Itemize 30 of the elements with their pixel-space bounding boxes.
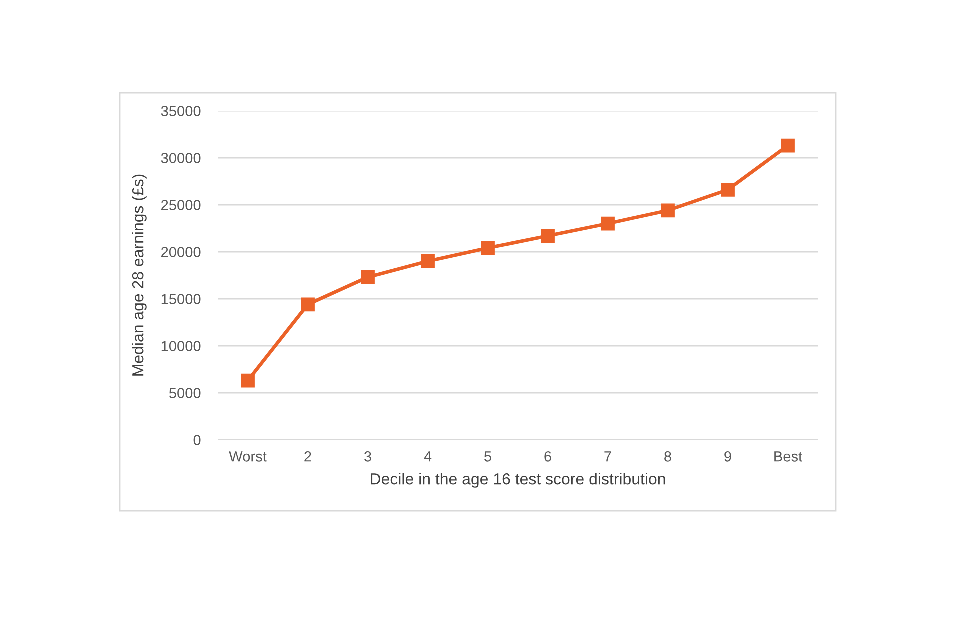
point: [601, 216, 615, 231]
x-axis-title: Decile in the age 16 test score distribution: [371, 473, 666, 488]
y-tick-label: 30000: [161, 153, 201, 164]
y-tick-label: 15000: [162, 294, 201, 304]
point: [541, 229, 555, 243]
y-tick-label: 10000: [162, 341, 201, 352]
point: [721, 183, 735, 197]
x-tick-label: Worst: [229, 452, 267, 462]
y-tick-label: 35000: [161, 106, 201, 116]
x-tick-label: Best: [774, 452, 802, 462]
y-axis-title: Median age 28 earnings (£s): [132, 174, 147, 376]
point: [481, 241, 495, 256]
x-tick-label: 5: [484, 452, 492, 462]
y-tick-label: 25000: [162, 200, 201, 210]
point: [361, 270, 375, 284]
x-tick-label: 9: [724, 451, 732, 462]
x-tick-label: 2: [304, 451, 312, 462]
point: [781, 138, 795, 153]
point: [421, 254, 435, 268]
point: [661, 204, 675, 218]
x-tick-label: 3: [364, 451, 372, 462]
x-tick-label: 6: [544, 451, 552, 462]
y-tick-label: 5000: [169, 388, 201, 398]
x-tick-label: 7: [604, 452, 612, 462]
y-tick-label: 0: [194, 435, 201, 446]
y-tick-label: 20000: [162, 247, 201, 258]
point: [241, 374, 255, 388]
x-tick-label: 8: [664, 451, 672, 462]
point: [301, 298, 315, 312]
x-tick-label: 4: [424, 452, 432, 462]
